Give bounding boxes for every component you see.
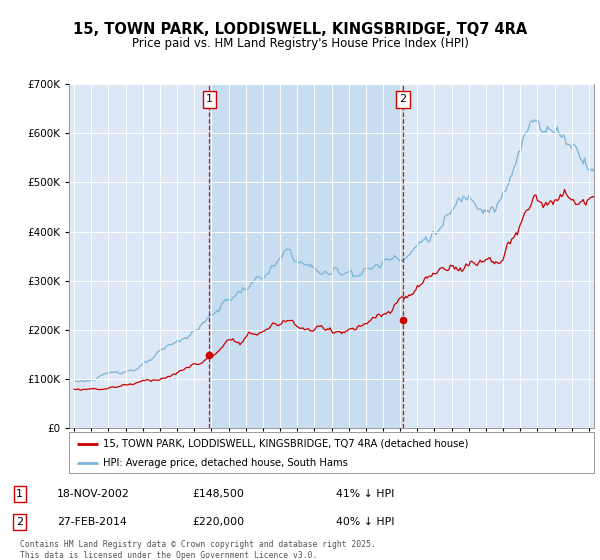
Text: £148,500: £148,500 <box>192 489 244 499</box>
Text: £220,000: £220,000 <box>192 517 244 527</box>
Text: Price paid vs. HM Land Registry's House Price Index (HPI): Price paid vs. HM Land Registry's House … <box>131 36 469 50</box>
Text: 1: 1 <box>16 489 23 499</box>
Text: 2: 2 <box>400 95 406 105</box>
Text: Contains HM Land Registry data © Crown copyright and database right 2025.
This d: Contains HM Land Registry data © Crown c… <box>20 540 376 559</box>
Text: 15, TOWN PARK, LODDISWELL, KINGSBRIDGE, TQ7 4RA (detached house): 15, TOWN PARK, LODDISWELL, KINGSBRIDGE, … <box>103 439 469 449</box>
Text: 2: 2 <box>16 517 23 527</box>
Text: 27-FEB-2014: 27-FEB-2014 <box>57 517 127 527</box>
Text: HPI: Average price, detached house, South Hams: HPI: Average price, detached house, Sout… <box>103 458 348 468</box>
Text: 18-NOV-2002: 18-NOV-2002 <box>57 489 130 499</box>
Bar <box>209 84 403 428</box>
Text: 1: 1 <box>206 95 213 105</box>
Text: 41% ↓ HPI: 41% ↓ HPI <box>336 489 394 499</box>
Text: 40% ↓ HPI: 40% ↓ HPI <box>336 517 395 527</box>
Text: 15, TOWN PARK, LODDISWELL, KINGSBRIDGE, TQ7 4RA: 15, TOWN PARK, LODDISWELL, KINGSBRIDGE, … <box>73 22 527 36</box>
